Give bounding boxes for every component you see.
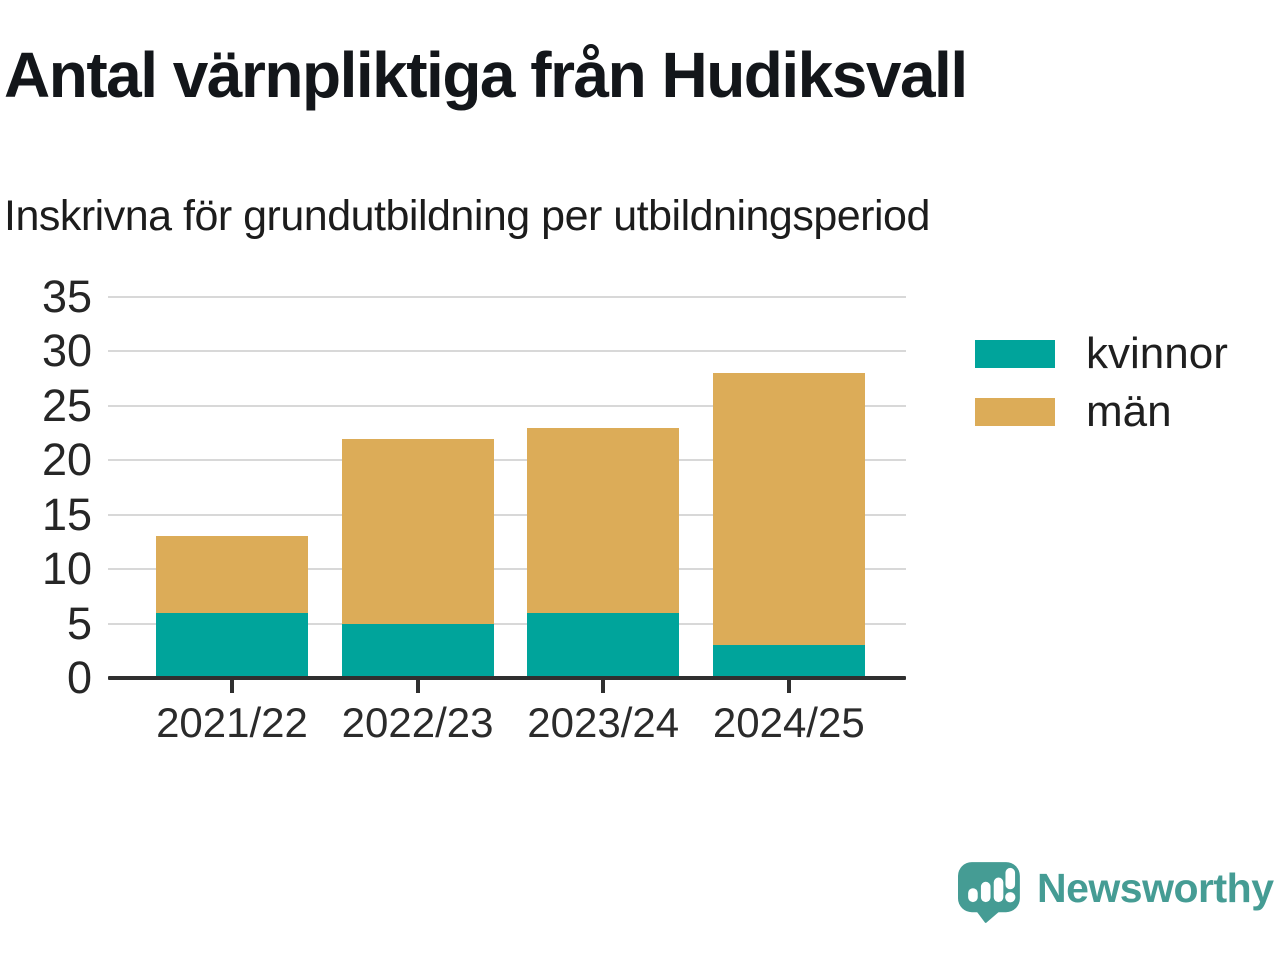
x-axis-line [108,676,906,680]
x-tick-label-2024/25: 2024/25 [712,699,865,746]
bar-2022/23-män [341,438,494,624]
x-tick-label-2022/23: 2022/23 [341,699,494,746]
gridline-20 [108,459,906,462]
y-tick-label-15: 15 [41,488,92,540]
gridline-30 [108,350,906,353]
x-tick-label-2023/24: 2023/24 [527,699,680,746]
y-tick-label-35: 35 [41,271,92,322]
gridline-15 [108,513,906,516]
y-tick-label-10: 10 [41,543,92,595]
x-tick-mark-2023/24 [601,680,606,693]
bar-2022/23-kvinnor [341,623,494,678]
legend-label-man: män [1086,387,1172,436]
bar-2024/25-kvinnor [712,645,865,678]
chart-subtitle: Inskrivna för grundutbildning per utbild… [4,192,930,240]
gridline-35 [108,296,906,298]
legend-item-man: män [975,387,1228,436]
bar-2024/25-män [712,373,865,646]
gridline-25 [108,404,906,407]
legend-item-kvinnor: kvinnor [975,329,1228,378]
bar-2023/24-kvinnor [527,612,680,678]
legend-swatch-kvinnor [975,340,1055,368]
x-tick-label-2021/22: 2021/22 [156,699,308,746]
newsworthy-wordmark: Newsworthy [1037,865,1274,911]
y-tick-label-25: 25 [41,379,92,431]
newsworthy-branding: Newsworthy [958,862,1274,924]
gridline-5 [108,622,906,625]
speech-bubble-bar-chart-icon [958,862,1020,923]
bar-2021/22-män [156,536,308,613]
gridline-10 [108,568,906,571]
legend-swatch-man [975,398,1055,426]
y-tick-label-20: 20 [41,434,92,486]
legend: kvinnor män [975,329,1228,436]
x-tick-mark-2022/23 [415,680,420,693]
y-tick-label-30: 30 [41,325,92,377]
x-tick-mark-2024/25 [786,680,791,693]
x-tick-mark-2021/22 [230,680,234,693]
chart-title: Antal värnpliktiga från Hudiksvall [4,39,968,111]
y-tick-label-0: 0 [66,652,92,703]
bar-2021/22-kvinnor [156,612,308,678]
legend-label-kvinnor: kvinnor [1086,329,1228,378]
y-tick-label-5: 5 [66,597,92,649]
bar-2023/24-män [527,427,680,613]
